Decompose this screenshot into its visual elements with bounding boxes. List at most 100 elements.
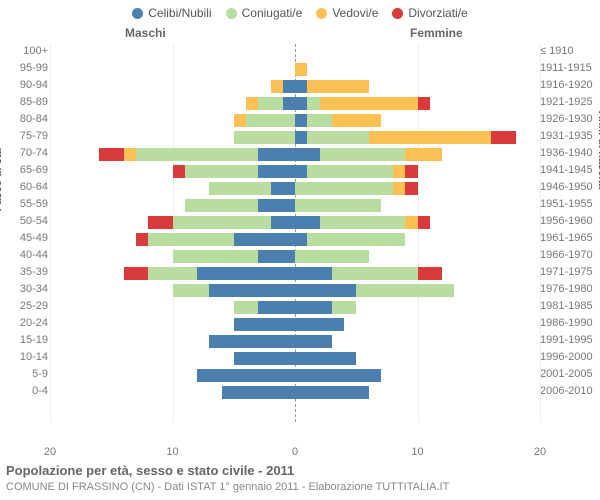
seg-single <box>283 97 295 110</box>
birth-year-label: 1961-1965 <box>540 233 596 244</box>
pyramid-row <box>50 180 540 197</box>
bar-female <box>295 231 540 248</box>
age-label: 80-84 <box>4 114 48 125</box>
seg-married <box>356 284 454 297</box>
bar-male <box>50 180 295 197</box>
birth-year-label: 1991-1995 <box>540 335 596 346</box>
seg-single <box>234 318 295 331</box>
age-label: 95-99 <box>4 63 48 74</box>
bar-female <box>295 163 540 180</box>
pyramid-chart: Celibi/NubiliConiugati/eVedovi/eDivorzia… <box>0 0 600 500</box>
age-label: 55-59 <box>4 199 48 210</box>
chart-title: Popolazione per età, sesso e stato civil… <box>6 463 449 480</box>
seg-single <box>295 335 332 348</box>
pyramid-row <box>50 384 540 401</box>
seg-married <box>234 131 295 144</box>
x-tick-label: 20 <box>534 446 546 458</box>
seg-single <box>295 97 307 110</box>
age-label: 15-19 <box>4 335 48 346</box>
seg-single <box>295 386 369 399</box>
seg-widowed <box>393 165 405 178</box>
bar-female <box>295 248 540 265</box>
seg-married <box>148 233 234 246</box>
birth-year-label: 1971-1975 <box>540 267 596 278</box>
y-axis-birth: ≤ 19101911-19151916-19201921-19251926-19… <box>540 44 596 444</box>
bar-female <box>295 112 540 129</box>
seg-divorced <box>173 165 185 178</box>
pyramid-row <box>50 163 540 180</box>
seg-married <box>307 165 393 178</box>
seg-widowed <box>246 97 258 110</box>
seg-single <box>209 335 295 348</box>
pyramid-row <box>50 333 540 350</box>
birth-year-label: 1986-1990 <box>540 318 596 329</box>
bar-female <box>295 78 540 95</box>
legend-label: Vedovi/e <box>332 6 378 20</box>
seg-widowed <box>332 114 381 127</box>
seg-married <box>136 148 259 161</box>
bar-male <box>50 231 295 248</box>
seg-single <box>197 369 295 382</box>
seg-divorced <box>148 216 173 229</box>
bar-female <box>295 180 540 197</box>
seg-married <box>307 233 405 246</box>
grid-line <box>540 44 541 422</box>
age-label: 0-4 <box>4 386 48 397</box>
seg-single <box>234 352 295 365</box>
bar-female <box>295 44 540 61</box>
birth-year-label: ≤ 1910 <box>540 46 596 57</box>
bar-male <box>50 78 295 95</box>
bar-female <box>295 197 540 214</box>
seg-single <box>295 233 307 246</box>
seg-married <box>307 114 332 127</box>
birth-year-label: 2001-2005 <box>540 369 596 380</box>
bar-female <box>295 299 540 316</box>
bar-female <box>295 367 540 384</box>
seg-single <box>234 233 295 246</box>
seg-widowed <box>271 80 283 93</box>
pyramid-row <box>50 282 540 299</box>
seg-single <box>258 199 295 212</box>
seg-single <box>258 250 295 263</box>
seg-widowed <box>405 216 417 229</box>
seg-widowed <box>405 148 442 161</box>
seg-single <box>271 182 296 195</box>
bar-male <box>50 316 295 333</box>
label-male: Maschi <box>125 26 166 40</box>
bar-male <box>50 384 295 401</box>
pyramid-row <box>50 214 540 231</box>
pyramid-row <box>50 146 540 163</box>
x-tick-label: 20 <box>44 446 56 458</box>
bar-male <box>50 61 295 78</box>
pyramid-row <box>50 299 540 316</box>
legend-label: Celibi/Nubili <box>148 6 211 20</box>
bar-male <box>50 299 295 316</box>
seg-divorced <box>418 267 443 280</box>
plot-area <box>50 44 540 444</box>
seg-single <box>222 386 296 399</box>
seg-married <box>185 199 259 212</box>
age-label: 70-74 <box>4 148 48 159</box>
seg-single <box>295 80 307 93</box>
seg-widowed <box>307 80 368 93</box>
seg-single <box>295 301 332 314</box>
age-label: 25-29 <box>4 301 48 312</box>
bar-male <box>50 163 295 180</box>
seg-single <box>295 165 307 178</box>
pyramid-row <box>50 44 540 61</box>
pyramid-row <box>50 316 540 333</box>
seg-single <box>295 352 356 365</box>
age-label: 60-64 <box>4 182 48 193</box>
seg-married <box>307 97 319 110</box>
seg-divorced <box>491 131 516 144</box>
seg-married <box>234 301 259 314</box>
seg-single <box>295 284 356 297</box>
birth-year-label: 1976-1980 <box>540 284 596 295</box>
bar-male <box>50 146 295 163</box>
bar-male <box>50 95 295 112</box>
age-label: 100+ <box>4 46 48 57</box>
seg-single <box>258 148 295 161</box>
seg-widowed <box>369 131 492 144</box>
seg-married <box>209 182 270 195</box>
birth-year-label: 1941-1945 <box>540 165 596 176</box>
